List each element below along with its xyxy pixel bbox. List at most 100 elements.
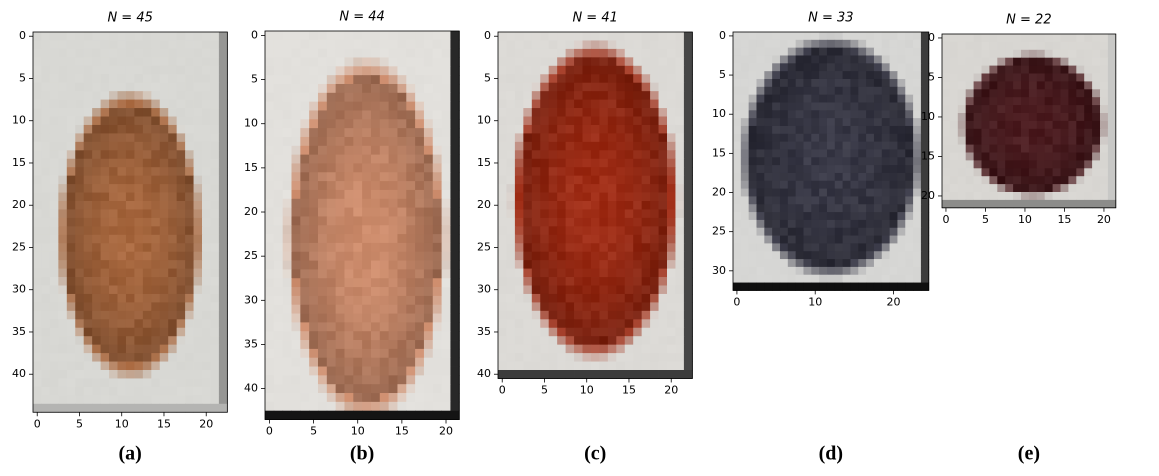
- pixel: [177, 218, 186, 227]
- pixel: [84, 150, 93, 159]
- pixel: [389, 190, 398, 199]
- pixel: [557, 201, 566, 210]
- pixel: [151, 201, 160, 210]
- pixel: [397, 146, 406, 155]
- pixel: [642, 252, 651, 261]
- pixel: [1076, 145, 1084, 153]
- pixel: [803, 157, 811, 165]
- pixel: [523, 100, 532, 109]
- pixel: [1092, 192, 1100, 200]
- pixel: [397, 40, 406, 49]
- pixel: [989, 200, 997, 208]
- pixel: [1084, 184, 1092, 192]
- pixel: [33, 387, 42, 396]
- pixel: [371, 57, 380, 66]
- pixel: [92, 243, 101, 252]
- pixel: [75, 49, 84, 58]
- pixel: [989, 105, 997, 113]
- pixel: [300, 411, 309, 420]
- pixel: [75, 159, 84, 168]
- pixel: [897, 181, 905, 189]
- pixel: [433, 287, 442, 296]
- pixel: [772, 48, 780, 56]
- pixel: [194, 108, 203, 117]
- pixel: [921, 251, 929, 259]
- pixel: [194, 83, 203, 92]
- pixel: [160, 176, 169, 185]
- pixel: [733, 87, 741, 95]
- pixel: [858, 157, 866, 165]
- pixel: [591, 83, 600, 92]
- pixel: [523, 294, 532, 303]
- pixel: [574, 150, 583, 159]
- pixel: [177, 260, 186, 269]
- pixel: [67, 117, 76, 126]
- pixel: [1061, 58, 1069, 66]
- pixel: [126, 193, 135, 202]
- pixel: [433, 402, 442, 411]
- pixel: [210, 176, 219, 185]
- pixel: [549, 184, 558, 193]
- pixel: [498, 133, 507, 142]
- pixel: [327, 411, 336, 420]
- pixel: [684, 91, 693, 100]
- pixel: [151, 209, 160, 218]
- pixel: [168, 133, 177, 142]
- pixel: [309, 402, 318, 411]
- pixel: [424, 269, 433, 278]
- pixel: [1029, 58, 1037, 66]
- pixel: [309, 181, 318, 190]
- pixel: [126, 184, 135, 193]
- pixel: [780, 228, 788, 236]
- pixel: [549, 269, 558, 278]
- pixel: [858, 40, 866, 48]
- pixel: [371, 216, 380, 225]
- pixel: [905, 134, 913, 142]
- pixel: [84, 353, 93, 362]
- pixel: [897, 228, 905, 236]
- pixel: [741, 87, 749, 95]
- pixel: [1061, 121, 1069, 129]
- pixel: [442, 31, 451, 40]
- pixel: [625, 32, 634, 41]
- pixel: [950, 200, 958, 208]
- pixel: [515, 193, 524, 202]
- pixel: [1053, 200, 1061, 208]
- pixel: [362, 252, 371, 261]
- pixel: [819, 102, 827, 110]
- pixel: [389, 102, 398, 111]
- pixel: [101, 387, 110, 396]
- pixel: [202, 353, 211, 362]
- pixel: [843, 79, 851, 87]
- pixel: [574, 218, 583, 227]
- pixel: [1053, 81, 1061, 89]
- pixel: [1108, 42, 1116, 50]
- pixel: [811, 165, 819, 173]
- pixel: [1053, 145, 1061, 153]
- pixel: [905, 283, 913, 291]
- pixel: [168, 243, 177, 252]
- pixel: [667, 260, 676, 269]
- pixel: [1084, 58, 1092, 66]
- pixel: [380, 375, 389, 384]
- pixel: [168, 167, 177, 176]
- pixel: [50, 353, 59, 362]
- pixel: [344, 146, 353, 155]
- pixel: [1005, 160, 1013, 168]
- pixel: [599, 353, 608, 362]
- pixel: [185, 243, 194, 252]
- pixel: [566, 117, 575, 126]
- pixel: [318, 367, 327, 376]
- pixel: [966, 74, 974, 82]
- pixel: [913, 220, 921, 228]
- pixel: [1092, 145, 1100, 153]
- pixel: [574, 353, 583, 362]
- pixel: [574, 260, 583, 269]
- pixel: [1061, 184, 1069, 192]
- pixel: [318, 49, 327, 58]
- pixel: [1100, 153, 1108, 161]
- pixel: [599, 201, 608, 210]
- pixel: [850, 275, 858, 283]
- pixel: [819, 149, 827, 157]
- pixel: [675, 40, 684, 49]
